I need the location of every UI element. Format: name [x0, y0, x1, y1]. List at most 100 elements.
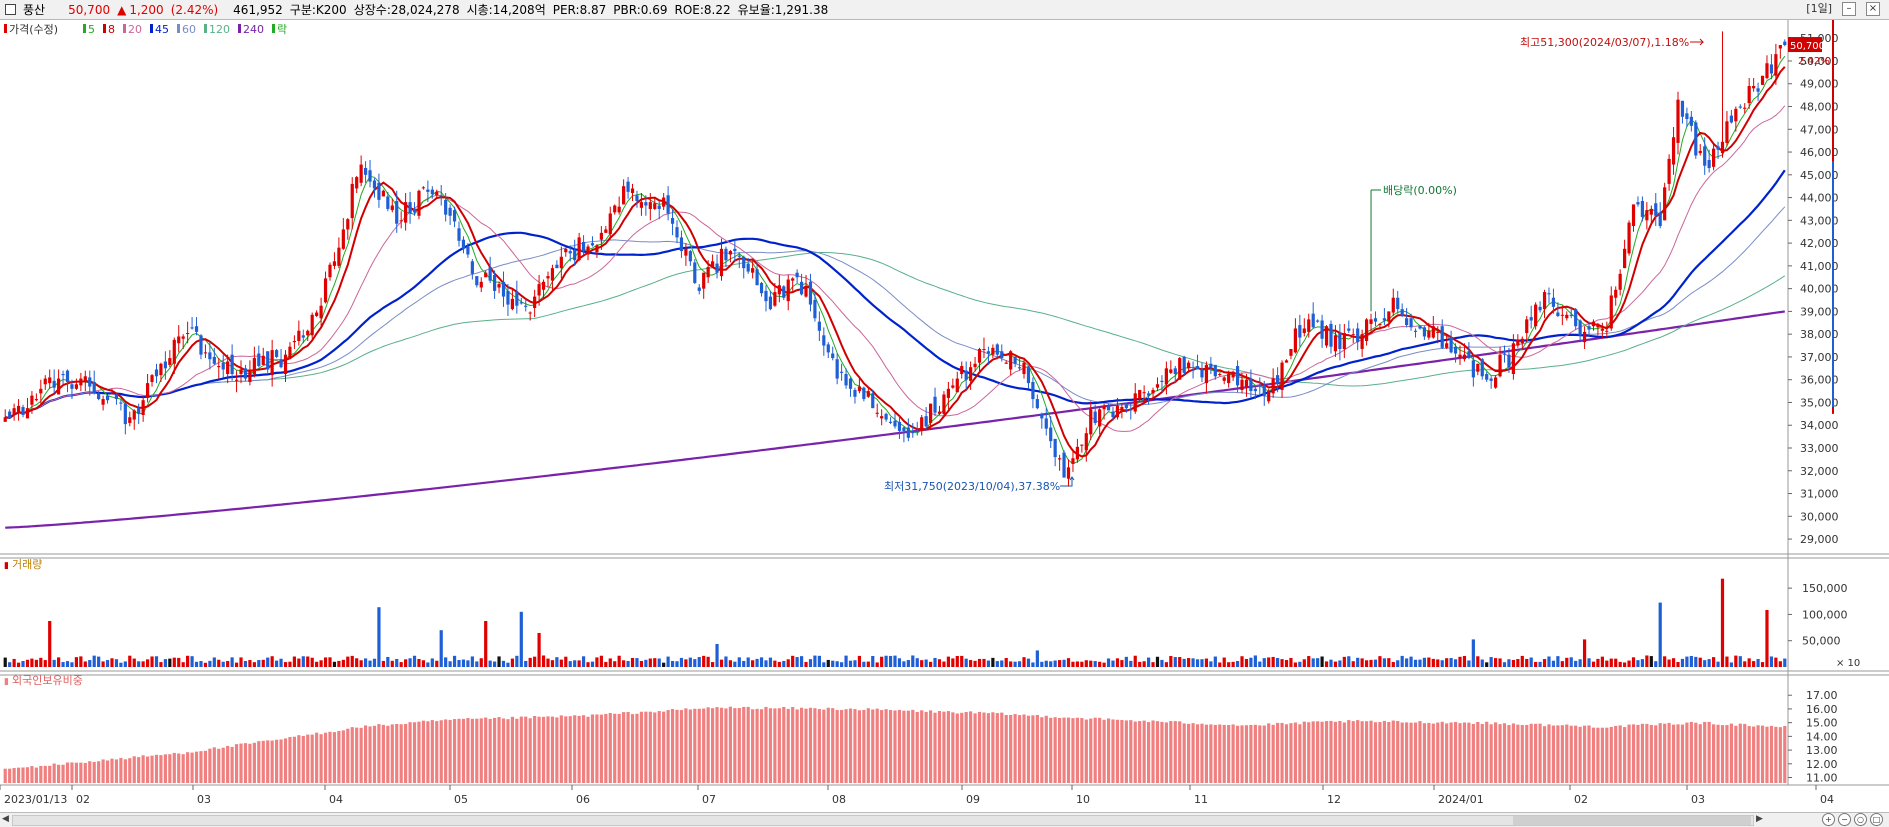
zoom-in-icon[interactable]: + — [1822, 813, 1835, 826]
volume-bar — [973, 660, 977, 667]
volume-bar — [1538, 661, 1542, 667]
candle-body — [986, 351, 991, 354]
volume-bar — [283, 662, 288, 667]
foreign-bar — [1591, 727, 1596, 783]
candle-body — [604, 229, 608, 233]
volume-bar — [1284, 660, 1289, 667]
volume-bar — [1574, 660, 1578, 667]
volume-bar — [466, 660, 470, 667]
candle-body — [1698, 150, 1702, 154]
candle-body — [341, 229, 345, 249]
candle-body — [1342, 333, 1346, 349]
volume-bar — [1191, 658, 1195, 667]
candle-body — [355, 177, 359, 189]
foreign-bar — [1538, 723, 1542, 783]
candle-body — [1649, 208, 1653, 215]
candle-body — [1160, 380, 1164, 382]
foreign-bar — [995, 713, 999, 783]
volume-bar — [795, 657, 799, 667]
candle-body — [34, 399, 38, 401]
foreign-bar — [679, 710, 684, 783]
foreign-bar — [1689, 721, 1693, 783]
volume-bar — [1106, 658, 1111, 667]
candle-body — [1075, 446, 1080, 460]
candle-body — [746, 263, 750, 272]
candle-body — [657, 205, 661, 209]
candle-body — [1235, 366, 1240, 386]
foreign-bar — [831, 708, 835, 783]
volume-bar — [742, 660, 746, 667]
foreign-bar — [194, 751, 199, 783]
volume-bar — [1035, 650, 1039, 667]
candle-body — [1369, 319, 1373, 324]
foreign-bar — [1703, 721, 1707, 783]
volume-bar — [1098, 661, 1102, 667]
foreign-bar — [421, 720, 426, 783]
foreign-bar — [835, 710, 839, 783]
candle-body — [875, 412, 879, 414]
zoom-out-icon[interactable]: − — [1838, 813, 1851, 826]
foreign-bar — [1600, 727, 1604, 783]
candle-body — [145, 383, 150, 398]
candle-body — [1124, 404, 1128, 409]
volume-bar — [1338, 660, 1342, 667]
volume-title: 거래량 — [12, 558, 42, 571]
minimize-icon[interactable]: – — [1842, 2, 1856, 16]
volume-bar — [1138, 661, 1142, 667]
foreign-bar — [884, 709, 888, 783]
foreign-bar — [813, 708, 817, 783]
volume-bar — [1769, 656, 1774, 667]
scroll-bar[interactable]: ◀ ▶ + − ○ □ — [0, 812, 1889, 827]
candle-body — [822, 335, 826, 346]
volume-bar — [1040, 661, 1044, 667]
volume-bar — [1062, 659, 1066, 667]
volume-bar — [150, 656, 154, 667]
zoom-reset-icon[interactable]: ○ — [1854, 813, 1867, 826]
foreign-bar — [1431, 723, 1435, 783]
volume-bar — [1178, 657, 1182, 667]
window-controls: [1일] – × — [1806, 2, 1887, 16]
volume-bar — [1716, 661, 1720, 667]
scroll-track[interactable] — [12, 815, 1754, 826]
volume-bar — [275, 660, 279, 667]
candle-body — [408, 202, 412, 214]
candle-body — [688, 251, 692, 262]
volume-bar — [1453, 659, 1458, 667]
foreign-bar — [733, 708, 737, 783]
zoom-fit-icon[interactable]: □ — [1870, 813, 1883, 826]
candle-body — [1035, 399, 1039, 409]
foreign-legend-swatch: ▮ — [4, 677, 9, 687]
candle-body — [21, 407, 25, 415]
candle-body — [381, 190, 385, 197]
price-tick-label: 43,000 — [1800, 214, 1839, 227]
foreign-bar — [662, 711, 666, 783]
volume-bar — [746, 657, 750, 667]
foreign-bar — [372, 725, 377, 783]
close-icon[interactable]: × — [1866, 2, 1880, 16]
scroll-right-icon[interactable]: ▶ — [1756, 814, 1763, 824]
foreign-bar — [595, 714, 599, 783]
candle-body — [897, 421, 902, 431]
candle-body — [1493, 377, 1498, 388]
candle-body — [902, 427, 906, 431]
candle-body — [1231, 371, 1235, 378]
period-selector[interactable]: [1일] — [1806, 2, 1832, 15]
volume-bar — [581, 656, 586, 667]
candle-body — [1009, 351, 1013, 370]
volume-bar — [412, 655, 417, 667]
candle-body — [1689, 116, 1693, 126]
date-tick-label: 03 — [197, 793, 211, 806]
volume-bar — [132, 658, 136, 667]
scroll-thumb[interactable] — [1513, 816, 1751, 825]
date-tick-label: 2023/01/13 — [4, 793, 67, 806]
candle-body — [960, 366, 964, 375]
select-checkbox[interactable] — [5, 4, 16, 15]
volume-bar — [25, 659, 30, 667]
foreign-bar — [1102, 719, 1106, 783]
volume-bar — [626, 661, 630, 667]
volume-bar — [1218, 662, 1222, 667]
date-tick-label: 10 — [1076, 793, 1090, 806]
scroll-left-icon[interactable]: ◀ — [2, 814, 9, 824]
foreign-bar — [710, 708, 715, 783]
candle-body — [795, 272, 799, 278]
